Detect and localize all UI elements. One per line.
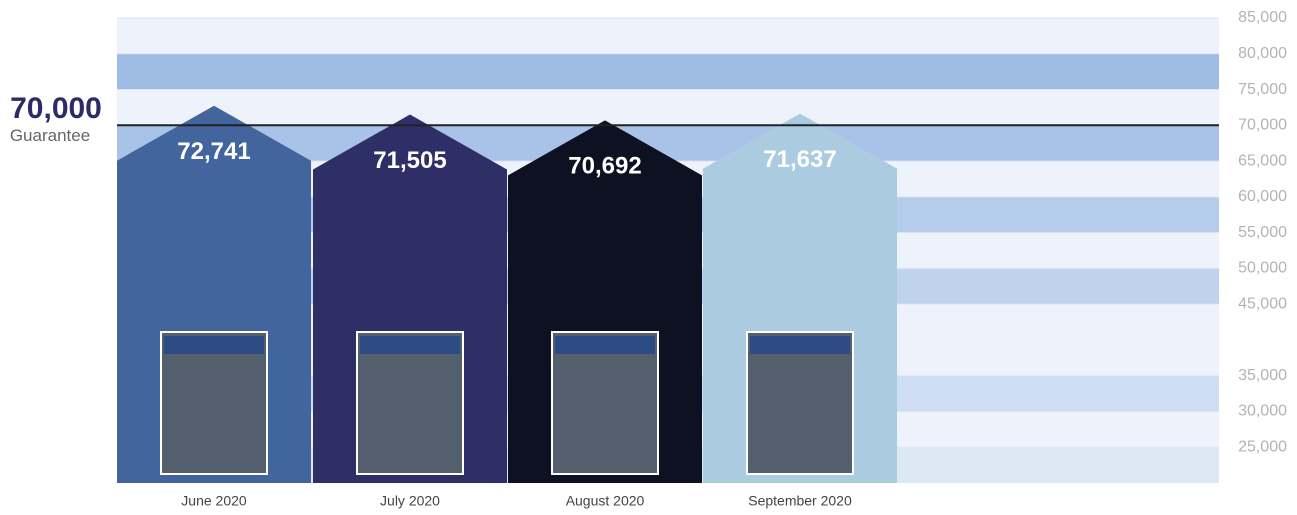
y-tick-label: 25,000 <box>1238 438 1287 455</box>
cover-image <box>551 331 659 475</box>
y-tick-label: 30,000 <box>1238 403 1287 420</box>
x-tick-label: September 2020 <box>748 493 852 509</box>
value-label: 71,505 <box>373 147 446 174</box>
x-tick-label: July 2020 <box>380 493 440 509</box>
cover-image <box>160 331 268 475</box>
cover-masthead <box>750 336 850 354</box>
y-tick-label: 80,000 <box>1238 45 1287 62</box>
y-tick-label: 55,000 <box>1238 224 1287 241</box>
band <box>117 18 1219 54</box>
x-tick-label: August 2020 <box>566 493 645 509</box>
x-tick-label: June 2020 <box>181 493 247 509</box>
y-tick-label: 85,000 <box>1238 9 1287 26</box>
y-tick-label: 65,000 <box>1238 152 1287 169</box>
bars <box>117 105 897 484</box>
cover-image <box>356 331 464 475</box>
y-tick-label: 50,000 <box>1238 260 1287 277</box>
y-tick-label: 70,000 <box>1238 117 1287 134</box>
cover-masthead <box>164 336 264 354</box>
band <box>117 89 1219 126</box>
band <box>117 53 1219 90</box>
guarantee-text: Guarantee <box>10 126 90 145</box>
y-tick-label: 35,000 <box>1238 367 1287 384</box>
cover-image <box>746 331 854 475</box>
y-tick-label: 60,000 <box>1238 188 1287 205</box>
value-label: 72,741 <box>177 138 250 165</box>
y-tick-label: 75,000 <box>1238 81 1287 98</box>
y-tick-label: 45,000 <box>1238 295 1287 312</box>
value-label: 71,637 <box>763 146 836 173</box>
cover-masthead <box>555 336 655 354</box>
guarantee-value: 70,000 <box>10 92 102 125</box>
value-label: 70,692 <box>568 153 641 180</box>
cover-masthead <box>360 336 460 354</box>
